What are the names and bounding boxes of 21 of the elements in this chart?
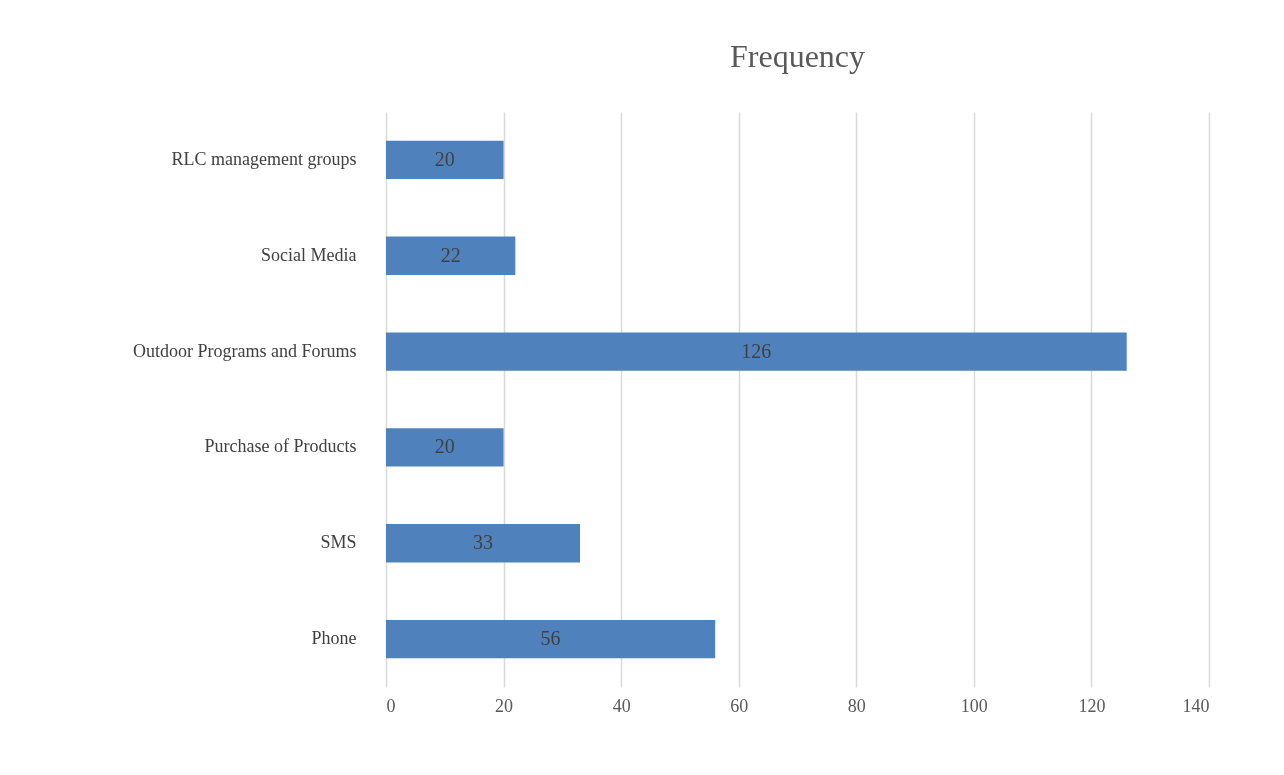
data-label: 126 (741, 339, 772, 362)
data-label: 33 (473, 531, 493, 554)
y-tick-label: Purchase of Products (204, 436, 357, 457)
chart-title: Frequency (729, 38, 866, 74)
x-tick-label: 40 (612, 695, 631, 716)
x-tick-label: 100 (960, 695, 988, 716)
data-label: 20 (434, 147, 455, 170)
x-tick-label: 60 (730, 695, 749, 716)
data-label: 22 (440, 243, 461, 266)
x-tick-label: 140 (1182, 695, 1210, 716)
data-label: 56 (540, 627, 561, 650)
x-tick-label: 20 (495, 695, 514, 716)
x-tick-label: 0 (386, 695, 396, 716)
data-label: 20 (434, 435, 455, 458)
y-tick-label: RLC management groups (171, 148, 357, 169)
x-tick-label: 120 (1078, 695, 1106, 716)
x-tick-label: 80 (847, 695, 866, 716)
y-tick-label: SMS (320, 532, 357, 553)
y-tick-label: Phone (311, 628, 357, 649)
y-tick-label: Social Media (261, 244, 357, 265)
y-tick-label: Outdoor Programs and Forums (133, 340, 357, 361)
